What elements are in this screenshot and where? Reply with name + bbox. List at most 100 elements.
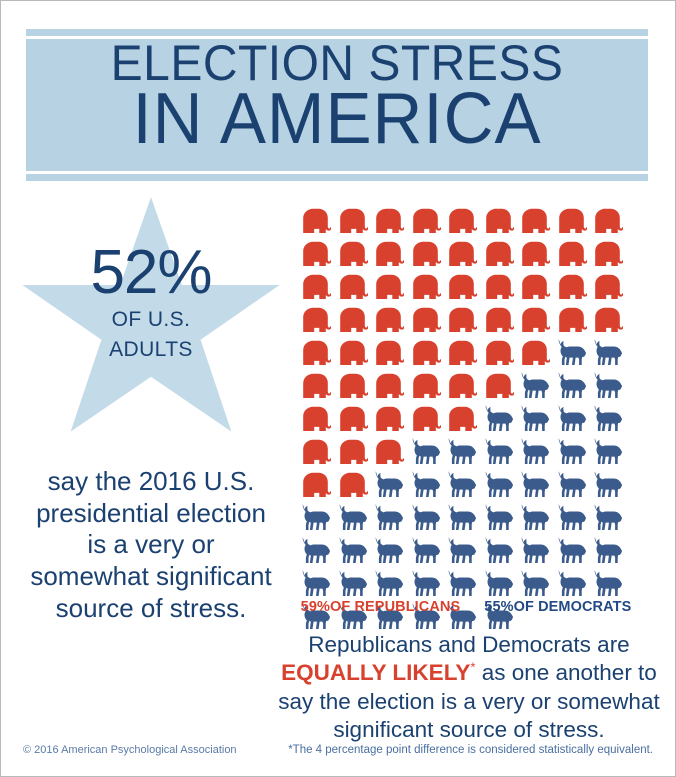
donkey-icon	[557, 498, 594, 531]
elephant-icon	[593, 201, 630, 234]
elephant-icon	[374, 234, 411, 267]
donkey-icon	[447, 465, 484, 498]
legend-republican-label: OF REPUBLICANS	[329, 598, 461, 615]
elephant-icon	[593, 267, 630, 300]
legend-republicans: 59%OF REPUBLICANS	[301, 599, 461, 615]
donkey-icon	[557, 564, 594, 597]
donkey-icon	[338, 564, 375, 597]
legend: 59%OF REPUBLICANS 55%OF DEMOCRATS	[301, 598, 632, 615]
pictogram-row	[301, 564, 631, 597]
donkey-icon	[484, 531, 521, 564]
elephant-icon	[520, 333, 557, 366]
elephant-icon	[520, 201, 557, 234]
donkey-icon	[557, 366, 594, 399]
left-paragraph: say the 2016 U.S. presidential election …	[30, 466, 272, 623]
elephant-icon	[484, 300, 521, 333]
elephant-icon	[447, 399, 484, 432]
footer-copyright: © 2016 American Psychological Associatio…	[23, 744, 237, 756]
pictogram-row	[301, 465, 631, 498]
statement-after-highlight: as one another to	[475, 660, 657, 686]
elephant-icon	[447, 333, 484, 366]
elephant-icon	[374, 432, 411, 465]
elephant-icon	[447, 267, 484, 300]
donkey-icon	[374, 531, 411, 564]
elephant-icon	[374, 300, 411, 333]
elephant-icon	[411, 234, 448, 267]
elephant-icon	[301, 432, 338, 465]
donkey-icon	[301, 597, 338, 630]
donkey-icon	[593, 333, 630, 366]
elephant-icon	[411, 333, 448, 366]
elephant-icon	[411, 366, 448, 399]
donkey-icon	[520, 564, 557, 597]
pictogram-grid	[301, 201, 631, 630]
donkey-icon	[593, 465, 630, 498]
star-subtitle-line-2: ADULTS	[109, 338, 193, 362]
pictogram-row	[301, 498, 631, 531]
donkey-icon	[557, 399, 594, 432]
statement-line-3: say the election is a very or somewhat	[278, 688, 660, 714]
statement-line-1: Republicans and Democrats are	[308, 632, 630, 657]
donkey-icon	[301, 531, 338, 564]
elephant-icon	[484, 333, 521, 366]
donkey-icon	[593, 399, 630, 432]
donkey-icon	[411, 498, 448, 531]
elephant-icon	[484, 201, 521, 234]
donkey-icon	[447, 432, 484, 465]
pictogram-row	[301, 531, 631, 564]
star-text-block: 52% OF U.S. ADULTS	[17, 242, 285, 362]
pictogram-row	[301, 597, 631, 630]
pictogram-row	[301, 333, 631, 366]
elephant-icon	[301, 399, 338, 432]
star-subtitle-line-1: OF U.S.	[111, 307, 191, 331]
elephant-icon	[338, 300, 375, 333]
pictogram-row	[301, 201, 631, 234]
title-banner: ELECTION STRESS IN AMERICA	[26, 29, 648, 181]
donkey-icon	[338, 597, 375, 630]
donkey-icon	[411, 465, 448, 498]
elephant-icon	[338, 201, 375, 234]
donkey-icon	[374, 498, 411, 531]
donkey-icon	[338, 531, 375, 564]
donkey-icon	[411, 432, 448, 465]
pictogram-row	[301, 234, 631, 267]
donkey-icon	[447, 597, 484, 630]
elephant-icon	[338, 234, 375, 267]
donkey-icon	[557, 465, 594, 498]
donkey-icon	[557, 333, 594, 366]
elephant-icon	[411, 267, 448, 300]
elephant-icon	[447, 300, 484, 333]
title-line-2: IN AMERICA	[132, 79, 542, 159]
donkey-icon	[593, 498, 630, 531]
banner-rule-top	[26, 36, 648, 39]
elephant-icon	[593, 234, 630, 267]
donkey-icon	[484, 432, 521, 465]
statement-highlight: EQUALLY LIKELY	[281, 660, 471, 686]
elephant-icon	[520, 300, 557, 333]
legend-republican-percent: 59%	[300, 598, 330, 615]
donkey-icon	[338, 498, 375, 531]
elephant-icon	[374, 201, 411, 234]
donkey-icon	[520, 531, 557, 564]
elephant-icon	[411, 300, 448, 333]
statement-asterisk: *	[470, 659, 476, 675]
donkey-icon	[520, 399, 557, 432]
donkey-icon	[447, 498, 484, 531]
elephant-icon	[520, 267, 557, 300]
elephant-icon	[301, 366, 338, 399]
pictogram-row	[301, 366, 631, 399]
elephant-icon	[447, 366, 484, 399]
elephant-icon	[301, 201, 338, 234]
pictogram-row	[301, 399, 631, 432]
elephant-icon	[301, 234, 338, 267]
donkey-icon	[557, 531, 594, 564]
statement-line-4: significant source of stress.	[333, 717, 605, 743]
elephant-icon	[411, 201, 448, 234]
elephant-icon	[374, 333, 411, 366]
elephant-icon	[593, 300, 630, 333]
elephant-icon	[520, 234, 557, 267]
donkey-icon	[520, 432, 557, 465]
elephant-icon	[301, 267, 338, 300]
donkey-icon	[520, 498, 557, 531]
elephant-icon	[301, 300, 338, 333]
